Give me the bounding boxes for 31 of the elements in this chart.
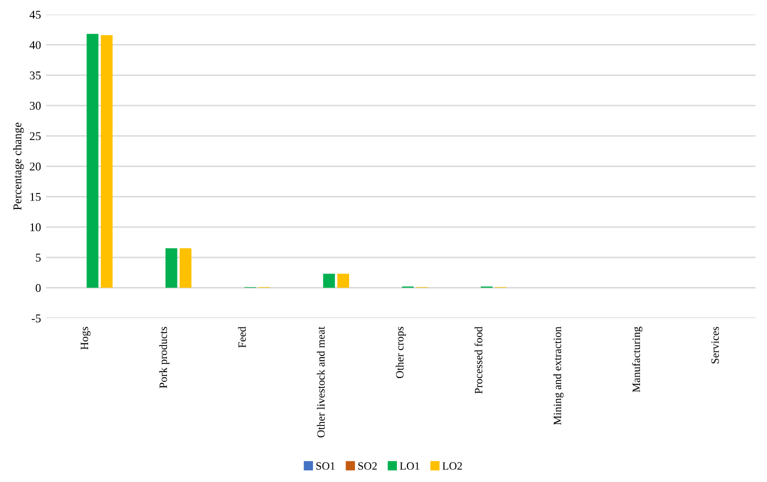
legend-label: SO2 bbox=[358, 462, 377, 470]
y-tick-label: 5 bbox=[36, 254, 41, 262]
y-tick-label: 45 bbox=[30, 10, 41, 19]
legend-label: SO1 bbox=[316, 462, 335, 470]
bar bbox=[180, 248, 192, 288]
y-tick-label: 0 bbox=[36, 284, 41, 292]
x-tick-label: Other crops bbox=[396, 326, 406, 378]
y-tick-label: 25 bbox=[30, 132, 41, 140]
bar bbox=[86, 34, 98, 288]
legend-label: LO2 bbox=[442, 462, 462, 470]
bar bbox=[323, 274, 335, 288]
y-tick-label: 15 bbox=[30, 192, 41, 201]
bar bbox=[337, 274, 350, 288]
x-tick-label: Services bbox=[711, 326, 719, 364]
y-tick-label: 40 bbox=[30, 41, 41, 50]
y-tick-label: 20 bbox=[30, 162, 41, 170]
x-tick-label: Hogs bbox=[80, 326, 90, 350]
y-tick-label: 35 bbox=[30, 71, 41, 80]
x-tick-label: Processed food bbox=[474, 326, 482, 394]
bar bbox=[100, 35, 113, 288]
y-tick-label: 10 bbox=[30, 223, 41, 232]
y-tick-label: -5 bbox=[32, 314, 41, 322]
y-axis-title: Percentage change bbox=[13, 122, 24, 210]
x-tick-label: Feed bbox=[238, 326, 246, 348]
y-tick-label: 30 bbox=[30, 102, 41, 110]
x-tick-label: Manufacturing bbox=[632, 326, 642, 392]
x-tick-label: Other livestock and meat bbox=[316, 326, 325, 438]
legend-label: LO1 bbox=[400, 462, 420, 470]
x-tick-label: Mining and extraction bbox=[553, 326, 564, 425]
x-tick-label: Pork products bbox=[159, 326, 170, 388]
bar bbox=[165, 248, 178, 288]
